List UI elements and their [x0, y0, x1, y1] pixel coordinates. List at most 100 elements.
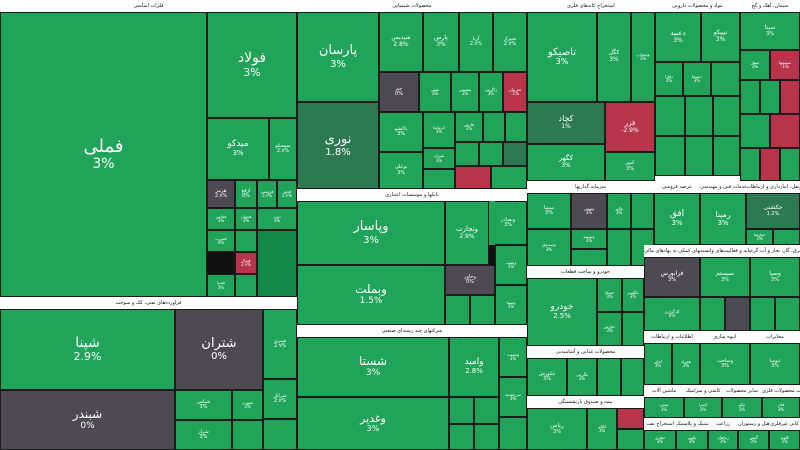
tile-arfa[interactable]: ارفع 0% — [235, 180, 257, 208]
tile-kalvand[interactable]: کلوند 3% — [769, 430, 800, 450]
tile-small[interactable] — [655, 136, 685, 176]
tile-small[interactable] — [489, 201, 495, 245]
tile-small[interactable] — [423, 169, 455, 189]
tile-small[interactable] — [685, 136, 713, 176]
tile-kermasha[interactable]: کرماشا 3% — [423, 112, 455, 148]
tile-petshimi[interactable]: پتشیمی 3% — [451, 72, 479, 112]
tile-small[interactable] — [617, 408, 644, 429]
tile-sheranl[interactable]: شرانل 2.۷% — [263, 379, 297, 419]
tile-vghadir[interactable]: وغدیر 3% — [297, 397, 449, 450]
tile-kasra[interactable]: کسرا 3% — [684, 397, 722, 418]
tile-small[interactable] — [713, 136, 740, 176]
tile-small[interactable] — [725, 297, 750, 331]
tile-small[interactable] — [449, 397, 474, 424]
tile-small[interactable] — [455, 166, 491, 189]
tile-fasorb[interactable]: فسرب 0% — [207, 230, 235, 252]
tile-vbmellat[interactable]: وبملت 1.5% — [297, 265, 445, 325]
tile-tasico[interactable]: تاصیکو 3% — [527, 12, 597, 102]
tile-small[interactable] — [571, 249, 607, 266]
tile-ofogh[interactable]: افق 3% — [654, 193, 700, 245]
tile-small[interactable] — [617, 429, 644, 450]
tile-dfara[interactable]: دفارا 3% — [655, 62, 683, 96]
tile-vkhavar[interactable]: وخاور 0% — [445, 265, 495, 295]
tile-pakavir[interactable]: پکویر 3% — [676, 430, 708, 450]
tile-pakshoo[interactable]: پاکشو 3% — [379, 112, 423, 152]
tile-small[interactable] — [685, 96, 713, 136]
tile-sesfaha[interactable]: سصفها -1% — [770, 50, 800, 80]
tile-small[interactable] — [235, 274, 257, 297]
tile-sheraz[interactable]: شراز 3% — [175, 420, 232, 450]
tile-fanval[interactable]: فنوال 2.۹% — [235, 252, 257, 274]
tile-fameli[interactable]: فملی 3% — [0, 12, 207, 297]
tile-small[interactable] — [622, 312, 644, 346]
tile-shebandar[interactable]: شبندر 0% — [0, 390, 175, 450]
tile-zagros[interactable]: زاگرس 3% — [479, 72, 503, 112]
tile-sepna[interactable]: سپنا 3% — [740, 12, 800, 50]
tile-small[interactable] — [740, 114, 770, 148]
tile-kegohar[interactable]: کگهر 3% — [527, 144, 605, 181]
tile-khgostar[interactable]: خگستر 3% — [622, 278, 644, 312]
tile-vbsader[interactable]: وبصادر 3% — [489, 201, 527, 245]
tile-hormoz[interactable]: هرمز 2.۷% — [207, 180, 235, 208]
tile-small[interactable] — [655, 96, 685, 136]
tile-small[interactable] — [780, 148, 800, 181]
tile-small[interactable] — [713, 96, 740, 136]
tile-sima[interactable]: سیما 3% — [527, 193, 571, 229]
tile-ghgorji[interactable]: غگرجی 3% — [567, 358, 597, 396]
tile-small[interactable] — [597, 358, 621, 396]
tile-small[interactable] — [445, 295, 470, 325]
tile-shepna[interactable]: شپنا 2.9% — [0, 309, 175, 390]
tile-tpompi[interactable]: تپمپی 3% — [644, 397, 684, 418]
tile-small[interactable] — [505, 112, 527, 142]
tile-small[interactable] — [607, 229, 631, 266]
tile-kechad[interactable]: کچاد 1% — [527, 102, 605, 144]
tile-akhaber[interactable]: اخابر 3% — [644, 343, 672, 385]
tile-ghkoorosh[interactable]: غکورش 3% — [527, 358, 567, 396]
tile-vasadan[interactable]: وسعادن 3% — [631, 12, 655, 102]
tile-zemahan[interactable]: زماهان 3% — [708, 430, 738, 450]
tile-foroosi[interactable]: فروسی 2.۷% — [257, 180, 277, 208]
tile-shetran[interactable]: شتران 0% — [175, 309, 263, 390]
tile-small[interactable] — [700, 297, 725, 331]
tile-kegol[interactable]: کگل 3% — [597, 12, 631, 102]
tile-small[interactable] — [740, 80, 760, 114]
tile-hparsa[interactable]: حپارسا 3% — [746, 229, 773, 245]
tile-vsandoogh[interactable]: وصندوق 3% — [527, 229, 571, 266]
tile-fespa[interactable]: فسپا 3% — [207, 274, 235, 297]
tile-small[interactable] — [631, 193, 654, 229]
tile-kenoor[interactable]: کنور 3% — [605, 152, 655, 181]
tile-small[interactable] — [760, 148, 780, 181]
tile-small[interactable] — [263, 419, 297, 450]
tile-shepas[interactable]: شپاس 3% — [175, 390, 232, 420]
tile-valbor[interactable]: والبر 3% — [607, 193, 631, 229]
tile-fazar[interactable]: فاذر 3% — [762, 397, 800, 418]
tile-ganji[interactable]: گنجی 3% — [738, 430, 769, 450]
tile-vtejarat[interactable]: وتجارت 2.9% — [445, 201, 489, 265]
tile-shebahran[interactable]: شبهرن 3% — [232, 390, 263, 420]
tile-shepdis[interactable]: شپدیس 2.8% — [379, 12, 423, 72]
tile-small[interactable] — [474, 397, 499, 424]
tile-sisco[interactable]: سیسکو 2.۷% — [269, 118, 297, 180]
tile-shiraz[interactable]: شیراز 2.۷% — [493, 12, 527, 72]
tile-sanosa[interactable]: ثنوسا 3% — [750, 343, 800, 385]
tile-shasta[interactable]: شستا 3% — [297, 337, 449, 397]
tile-fezar[interactable]: فزر -2.9% — [605, 102, 655, 152]
tile-midko[interactable]: میدکو 3% — [207, 118, 269, 180]
tile-tpako[interactable]: تپکو 3% — [722, 397, 762, 418]
tile-fars[interactable]: فارس 3% — [455, 112, 483, 142]
tile-rempna[interactable]: رمپنا 3% — [700, 193, 746, 245]
tile-small[interactable] — [479, 142, 503, 166]
tile-khodro[interactable]: خودرو 2.5% — [527, 278, 597, 346]
tile-small[interactable] — [470, 295, 495, 325]
tile-hkeshti[interactable]: حکشتی 1.2% — [746, 193, 800, 229]
tile-dabid[interactable]: دعبید 3% — [655, 12, 701, 62]
tile-vpasar[interactable]: وپاسار 3% — [297, 201, 445, 265]
tile-small[interactable] — [775, 297, 800, 331]
tile-jam[interactable]: جم 0% — [379, 72, 419, 112]
tile-pars[interactable]: پارس 3% — [423, 12, 459, 72]
tile-vbahman[interactable]: وبهمن 3% — [571, 193, 607, 229]
tile-booali[interactable]: بوعلی 3% — [379, 152, 423, 189]
tile-small[interactable] — [499, 417, 527, 450]
tile-small[interactable] — [257, 230, 297, 297]
tile-vpost[interactable]: وپست 3% — [495, 245, 527, 285]
